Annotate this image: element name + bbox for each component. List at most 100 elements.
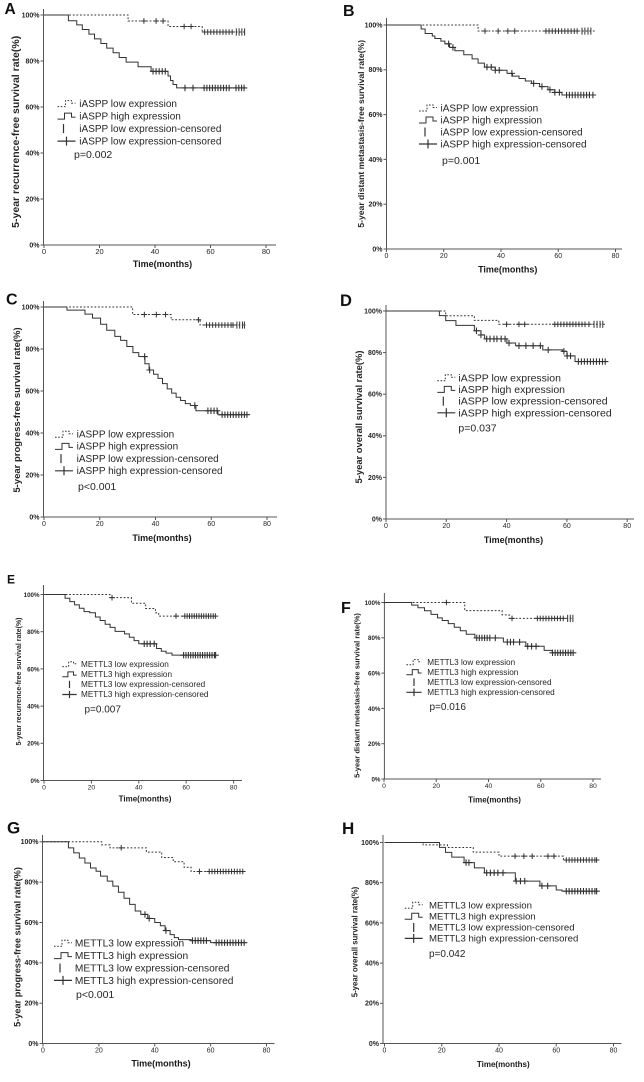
- svg-text:80%: 80%: [27, 629, 40, 636]
- svg-text:5-year recurrence-free surviva: 5-year recurrence-free survival rate(%): [10, 36, 22, 228]
- svg-text:E: E: [7, 573, 15, 587]
- svg-text:G: G: [7, 818, 20, 837]
- svg-text:iASPP low expression-censored: iASPP low expression-censored: [77, 454, 219, 465]
- svg-text:100%: 100%: [365, 22, 384, 29]
- svg-text:80: 80: [263, 1047, 271, 1054]
- svg-text:METTL3 low expression-censored: METTL3 low expression-censored: [429, 923, 575, 934]
- svg-text:p=0.002: p=0.002: [74, 149, 112, 161]
- svg-text:20: 20: [440, 253, 448, 260]
- svg-text:METTL3 low expression-censored: METTL3 low expression-censored: [427, 678, 552, 687]
- svg-text:0%: 0%: [372, 246, 383, 253]
- svg-text:iASPP low expression: iASPP low expression: [79, 99, 177, 110]
- svg-text:80%: 80%: [365, 880, 380, 887]
- svg-text:20: 20: [95, 1047, 103, 1054]
- svg-text:80: 80: [623, 523, 631, 530]
- svg-text:Time(months): Time(months): [484, 535, 543, 545]
- svg-text:0: 0: [383, 1047, 387, 1054]
- svg-text:Time(months): Time(months): [132, 533, 191, 543]
- svg-text:60%: 60%: [27, 666, 40, 673]
- svg-text:0%: 0%: [372, 516, 383, 523]
- svg-text:Time(months): Time(months): [131, 1059, 190, 1069]
- svg-text:20%: 20%: [25, 472, 40, 479]
- svg-text:METTL3 low expression-censored: METTL3 low expression-censored: [75, 963, 230, 974]
- svg-text:5-year distant metastasis-free: 5-year distant metastasis-free survival …: [356, 40, 366, 228]
- svg-text:20%: 20%: [27, 741, 40, 748]
- svg-text:METTL3 low expression: METTL3 low expression: [75, 939, 184, 950]
- svg-text:20%: 20%: [368, 741, 381, 748]
- svg-text:60: 60: [207, 1047, 215, 1054]
- svg-text:p<0.001: p<0.001: [76, 989, 114, 1001]
- svg-text:iASPP low expression-censored: iASPP low expression-censored: [79, 136, 221, 147]
- svg-text:Time(months): Time(months): [119, 795, 172, 804]
- svg-text:60: 60: [537, 783, 545, 790]
- svg-text:40: 40: [151, 247, 159, 256]
- svg-text:METTL3 low expression: METTL3 low expression: [81, 660, 169, 669]
- svg-text:60: 60: [207, 521, 215, 528]
- svg-text:60%: 60%: [25, 388, 40, 395]
- svg-text:80%: 80%: [368, 350, 383, 357]
- svg-text:80%: 80%: [25, 346, 40, 353]
- svg-text:0: 0: [41, 1047, 45, 1054]
- svg-text:0: 0: [385, 253, 389, 260]
- svg-text:5-year distant metastasis-free: 5-year distant metastasis-free survival …: [353, 613, 362, 778]
- svg-text:0%: 0%: [371, 776, 380, 783]
- svg-text:H: H: [342, 819, 354, 838]
- svg-text:100%: 100%: [22, 304, 41, 311]
- svg-text:40: 40: [135, 784, 143, 791]
- svg-text:40%: 40%: [368, 706, 381, 713]
- svg-text:0: 0: [42, 521, 46, 528]
- svg-text:p<0.001: p<0.001: [78, 481, 116, 493]
- svg-text:20: 20: [432, 783, 440, 790]
- svg-text:20%: 20%: [365, 1001, 380, 1008]
- svg-text:0%: 0%: [369, 1041, 380, 1048]
- svg-text:80%: 80%: [368, 635, 381, 642]
- svg-text:60%: 60%: [368, 671, 381, 678]
- svg-text:40%: 40%: [368, 157, 383, 164]
- svg-text:Time(months): Time(months): [477, 1060, 530, 1069]
- svg-text:METTL3 high expression-censore: METTL3 high expression-censored: [75, 976, 234, 987]
- svg-text:0: 0: [42, 784, 46, 791]
- svg-text:40: 40: [495, 1047, 503, 1054]
- svg-text:p=0.007: p=0.007: [85, 705, 122, 716]
- svg-text:40: 40: [497, 253, 505, 260]
- svg-text:iASPP low expression: iASPP low expression: [441, 103, 539, 114]
- svg-text:iASPP high expression: iASPP high expression: [79, 111, 181, 122]
- svg-text:A: A: [5, 1, 16, 18]
- svg-text:iASPP low expression-censored: iASPP low expression-censored: [458, 396, 607, 408]
- svg-text:60%: 60%: [24, 920, 39, 927]
- svg-text:60: 60: [552, 1047, 560, 1054]
- svg-text:80%: 80%: [25, 58, 40, 65]
- svg-text:iASPP low expression: iASPP low expression: [458, 372, 561, 384]
- svg-text:5-year overall survival rate(%: 5-year overall survival rate(%): [351, 886, 360, 997]
- svg-text:p=0.016: p=0.016: [430, 702, 467, 713]
- svg-text:0: 0: [42, 247, 46, 256]
- svg-text:80: 80: [612, 253, 620, 260]
- svg-text:0%: 0%: [29, 514, 40, 521]
- svg-text:iASPP high expression-censored: iASPP high expression-censored: [458, 407, 611, 419]
- svg-text:60%: 60%: [368, 392, 383, 399]
- svg-text:60: 60: [206, 247, 214, 256]
- svg-text:METTL3 high expression-censore: METTL3 high expression-censored: [81, 690, 209, 699]
- svg-text:METTL3 low expression-censored: METTL3 low expression-censored: [81, 680, 206, 689]
- svg-text:60: 60: [182, 784, 190, 791]
- svg-text:40%: 40%: [25, 430, 40, 437]
- svg-text:5-year progress-free survival: 5-year progress-free survival rate(%): [12, 867, 22, 1027]
- svg-text:40: 40: [503, 523, 511, 530]
- svg-text:5-year progress-free survival: 5-year progress-free survival rate(%): [12, 327, 23, 492]
- svg-text:60: 60: [554, 253, 562, 260]
- svg-text:Time(months): Time(months): [133, 259, 192, 269]
- svg-text:B: B: [343, 3, 355, 20]
- svg-text:p=0.042: p=0.042: [429, 949, 466, 960]
- svg-text:iASPP low expression-censored: iASPP low expression-censored: [441, 127, 583, 138]
- svg-text:iASPP high expression: iASPP high expression: [441, 115, 543, 126]
- svg-text:iASPP high expression: iASPP high expression: [458, 384, 565, 396]
- svg-text:20%: 20%: [24, 1001, 39, 1008]
- svg-text:40: 40: [485, 783, 493, 790]
- svg-text:40%: 40%: [24, 960, 39, 967]
- svg-text:METTL3 high expression: METTL3 high expression: [429, 911, 536, 922]
- svg-text:iASPP high expression-censored: iASPP high expression-censored: [441, 139, 587, 150]
- svg-text:20%: 20%: [368, 202, 383, 209]
- svg-text:80: 80: [589, 783, 597, 790]
- svg-text:100%: 100%: [21, 839, 40, 846]
- svg-text:20%: 20%: [25, 196, 40, 203]
